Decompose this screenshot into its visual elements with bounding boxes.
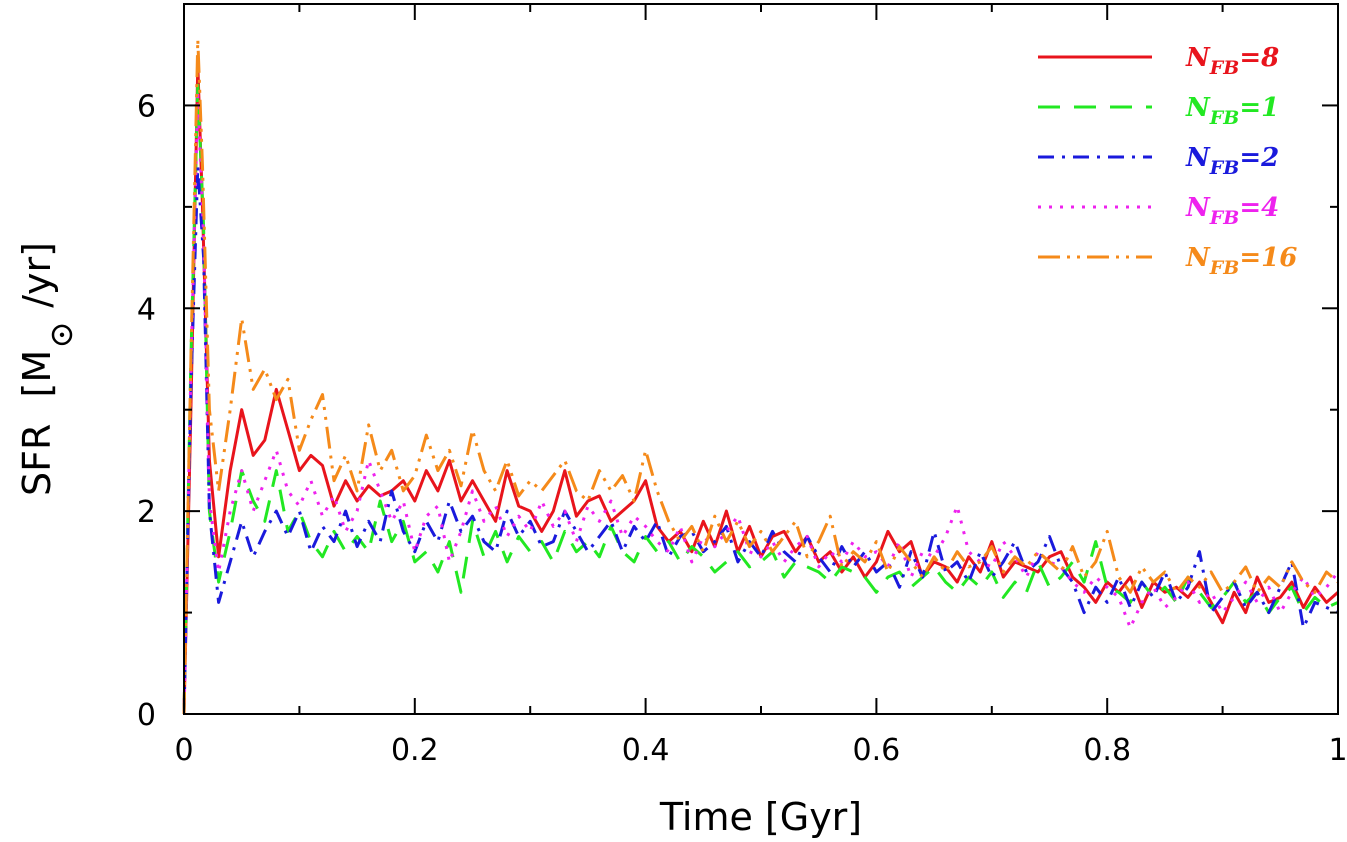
series-layer bbox=[182, 38, 1340, 715]
y-axis-label-main: SFR bbox=[15, 424, 59, 496]
y-tick-label: 6 bbox=[137, 89, 156, 124]
legend-item: NFB=16 bbox=[1038, 243, 1297, 279]
legend-label: NFB=8 bbox=[1185, 43, 1279, 79]
legend: NFB=8 NFB=1 NFB=2 NFB=4 NFB=16 bbox=[1038, 43, 1297, 279]
y-axis-unit-prefix: [M bbox=[15, 350, 59, 398]
x-tick-label: 0.6 bbox=[853, 733, 901, 768]
y-tick-label: 4 bbox=[137, 292, 156, 327]
x-tick-label: 0.8 bbox=[1083, 733, 1131, 768]
legend-item: NFB=4 bbox=[1038, 193, 1279, 229]
x-axis-label: Time [Gyr] bbox=[659, 795, 862, 839]
legend-item: NFB=1 bbox=[1038, 93, 1279, 129]
legend-label: NFB=1 bbox=[1185, 93, 1279, 129]
legend-label: NFB=4 bbox=[1185, 193, 1279, 229]
sun-symbol-icon bbox=[51, 324, 73, 346]
series-line-2 bbox=[182, 164, 1339, 715]
x-tick-label: 0 bbox=[174, 733, 193, 768]
y-tick-label: 0 bbox=[137, 698, 156, 733]
series-line-1 bbox=[182, 83, 1339, 715]
x-tick-label: 1 bbox=[1328, 733, 1347, 768]
x-tick-label: 0.4 bbox=[622, 733, 670, 768]
legend-label: NFB=2 bbox=[1185, 143, 1279, 179]
series-line-0 bbox=[182, 63, 1339, 715]
plot-frame bbox=[183, 3, 1339, 715]
legend-item: NFB=2 bbox=[1038, 143, 1279, 179]
series-line-4 bbox=[182, 38, 1339, 715]
axis-ticks bbox=[183, 3, 1339, 715]
y-axis-unit-suffix: /yr] bbox=[15, 242, 59, 308]
y-axis-label: SFR [M /yr] bbox=[15, 242, 59, 496]
svg-text:SFR [M /yr]: SFR [M /yr] bbox=[15, 242, 59, 496]
series-line-3 bbox=[182, 93, 1340, 715]
y-tick-label: 2 bbox=[137, 495, 156, 530]
legend-label: NFB=16 bbox=[1185, 243, 1297, 279]
legend-item: NFB=8 bbox=[1038, 43, 1279, 79]
axis-tick-labels: 0 0.2 0.4 0.6 0.8 1 0 2 4 6 bbox=[137, 89, 1347, 768]
x-tick-label: 0.2 bbox=[391, 733, 439, 768]
